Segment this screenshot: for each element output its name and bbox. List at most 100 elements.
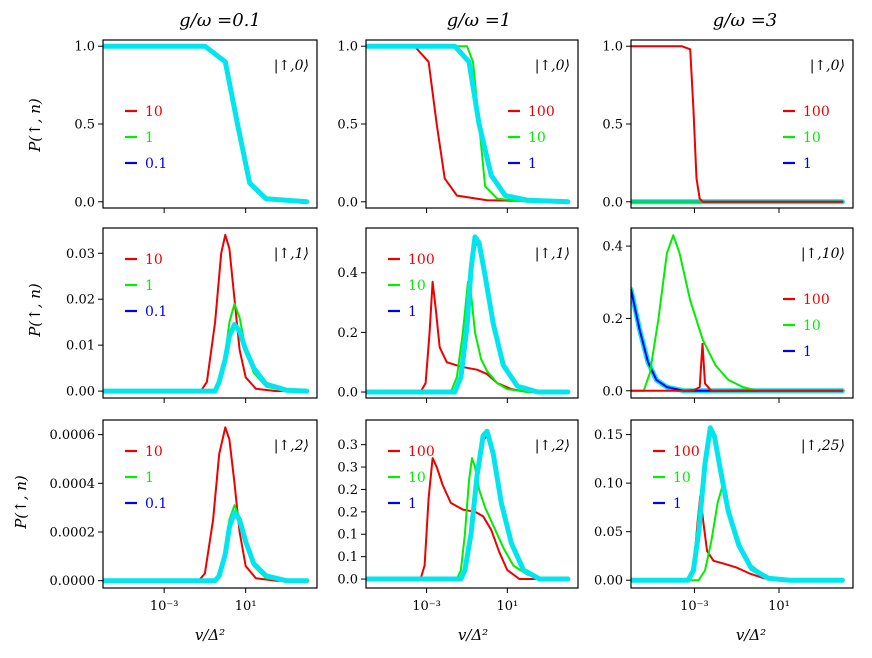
y-tick-label-r3c1: 0.0004 [50, 477, 96, 492]
legend-label-red-r1c3: 100 [803, 104, 830, 120]
legend-r3c3: 100 10 1 [653, 444, 700, 512]
series-line-red-r2c3 [631, 342, 844, 392]
x-tick-label-r3c1: 10⁻³ [150, 599, 179, 614]
x-tick-label-r3c2: 10¹ [496, 599, 518, 614]
series-line-green-r2c2 [366, 280, 569, 393]
series-group-r3c2 [366, 428, 571, 582]
y-tick-label-r3c1: 0.0000 [50, 574, 96, 589]
legend-r2c1: 10 1 0.1 [125, 252, 167, 320]
y-tick-label-r2c1: 0.00 [66, 385, 95, 400]
y-tick-label-r3c3: 0.10 [594, 477, 623, 492]
x-tick-label-r3c1: 10¹ [235, 599, 257, 614]
plot-frame-r3c2 [365, 419, 579, 589]
series-group-r1c1 [103, 43, 310, 205]
plot-frame-r2c2 [365, 227, 579, 399]
series-group-r3c1 [103, 426, 310, 584]
y-tick-label-r3c2: 0.3 [337, 461, 358, 476]
state-label-r2c3: |↑,10⟩ [801, 246, 845, 262]
y-tick-label-r3c2: 0.2 [337, 505, 358, 520]
legend-r2c2: 100 10 1 [388, 252, 435, 320]
x-axis-labels: v/Δ² v/Δ² v/Δ² [195, 626, 766, 644]
legend-label-green-r3c2: 10 [408, 470, 426, 486]
legend-r3c2: 100 10 1 [388, 444, 435, 512]
y-tick-label-r3c3: 0.00 [594, 574, 623, 589]
y-tick-label-r2c2: 0.4 [337, 266, 358, 281]
y-tick-label-r1c2: 0.0 [337, 195, 358, 210]
y-tick-label-r1c3: 1.0 [602, 40, 623, 55]
plot-frame-r2c1 [102, 227, 318, 399]
panel-r2c2: 0.0 0.2 0.4 |↑,1⟩ 100 10 1 [337, 227, 579, 403]
column-title-3: g/ω =3 [713, 10, 778, 31]
panels: 0.00.51.0|↑,0⟩1010.10.00.51.0|↑,0⟩100101… [50, 39, 854, 614]
legend-label-red-r3c1: 10 [145, 444, 163, 460]
y-tick-label-r3c2: 0.0 [337, 573, 358, 588]
legend-r3c1: 10 1 0.1 [125, 444, 167, 512]
state-label-r3c3: |↑,25⟩ [801, 438, 845, 454]
legend-label-green-r3c3: 10 [673, 470, 691, 486]
y-tick-label-r1c3: 0.0 [602, 195, 623, 210]
series-line-red-r2c2 [366, 280, 569, 393]
y-tick-label-r3c3: 0.05 [594, 525, 623, 540]
legend-label-green-r2c2: 10 [408, 278, 426, 294]
legend-r2c3: 100 10 1 [783, 292, 830, 360]
state-label-r3c1: |↑,2⟩ [274, 438, 309, 454]
series-group-r3c3 [631, 425, 845, 583]
legend-label-green-r2c3: 10 [803, 318, 821, 334]
y-tick-label-r2c3: 0.0 [602, 384, 623, 399]
legend-label-blue-r1c3: 1 [803, 156, 812, 172]
state-label-r2c2: |↑,1⟩ [535, 246, 570, 262]
series-line-green-r2c1 [103, 302, 308, 393]
series-line-red-r2c1 [103, 233, 308, 393]
y-tick-label-r2c1: 0.02 [66, 293, 95, 308]
y-tick-label-r3c2: 0.2 [337, 483, 358, 498]
plot-frame-r2c3 [630, 227, 854, 399]
panel-r2c1: 0.00 0.01 0.02 0.03 |↑,1⟩ 10 1 0.1 [66, 227, 318, 403]
y-tick-label-r2c3: 0.4 [602, 240, 623, 255]
y-axis-label-row-2: P(↑, n) [26, 283, 44, 338]
panel-r1c3: 0.0 0.5 1.0 |↑,0⟩ 100 10 1 [602, 39, 854, 213]
y-axis-label-row-1: P(↑, n) [26, 98, 44, 153]
y-tick-label-r1c2: 1.0 [337, 40, 358, 55]
series-line-red-r1c2 [366, 45, 569, 203]
y-tick-label-r3c1: 0.0006 [50, 428, 96, 443]
x-tick-label-r3c3: 10⁻³ [680, 599, 709, 614]
legend-label-blue-r3c1: 0.1 [145, 496, 167, 512]
state-label-r3c2: |↑,2⟩ [535, 438, 570, 454]
series-line-red-r1c3 [631, 45, 844, 203]
state-label-r1c3: |↑,0⟩ [810, 58, 845, 74]
legend-label-blue-r2c1: 0.1 [145, 304, 167, 320]
state-label-r1c2: |↑,0⟩ [535, 58, 570, 74]
series-line-cyan-r2c2 [366, 234, 571, 395]
x-axis-label-col-2: v/Δ² [458, 626, 488, 644]
legend-label-blue-r2c3: 1 [803, 344, 812, 360]
series-group-r1c3 [631, 45, 845, 205]
panel-r2c3: 0.0 0.2 0.4 |↑,10⟩ 100 10 1 [602, 227, 854, 403]
legend-label-green-r3c1: 1 [145, 470, 154, 486]
legend-label-blue-r3c3: 1 [673, 496, 682, 512]
y-tick-label-r3c2: 0.1 [337, 528, 358, 543]
panel-r3c2: 0.0 0.1 0.1 0.2 0.2 0.3 0.3 10⁻³ 10¹ |↑,2⟩ 100 10 1 [337, 419, 579, 614]
series-line-green-r2c3 [631, 234, 844, 392]
y-tick-label-r2c1: 0.01 [66, 339, 95, 354]
panel-r1c2: 0.0 0.5 1.0 |↑,0⟩ 100 10 1 [337, 39, 579, 213]
y-tick-label-r3c3: 0.15 [594, 428, 623, 443]
y-tick-label-r3c2: 0.3 [337, 438, 358, 453]
legend-label-green-r1c3: 10 [803, 130, 821, 146]
series-line-cyan-r3c1 [103, 510, 310, 584]
column-titles: g/ω =0.1 g/ω =1 g/ω =3 [179, 10, 777, 31]
y-axis-label-row-3: P(↑, n) [12, 475, 30, 530]
legend-r1c1: 10 1 0.1 [125, 104, 167, 172]
column-title-1: g/ω =0.1 [179, 10, 261, 31]
legend-label-blue-r1c1: 0.1 [145, 156, 167, 172]
y-tick-label-r1c3: 0.5 [602, 118, 623, 133]
y-tick-label-r1c2: 0.5 [337, 118, 358, 133]
y-tick-label-r3c1: 0.0002 [50, 526, 96, 541]
legend-label-blue-r2c2: 1 [408, 304, 417, 320]
legend-label-green-r1c2: 10 [528, 130, 546, 146]
series-group-r2c3 [631, 234, 845, 394]
x-axis-label-col-1: v/Δ² [195, 626, 225, 644]
panel-r3c3: 0.00 0.05 0.10 0.15 10⁻³ 10¹ |↑,25⟩ 100 10 1 [594, 419, 854, 614]
series-group-r2c2 [366, 234, 571, 395]
plot-frame-r3c3 [630, 419, 854, 589]
y-tick-label-r2c1: 0.03 [66, 247, 95, 262]
